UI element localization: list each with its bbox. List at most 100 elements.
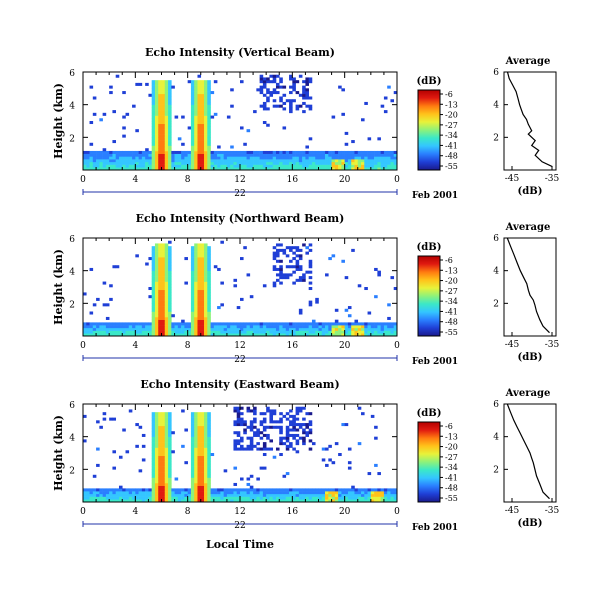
heatmap-cell [380,104,385,108]
heatmap-cell [308,107,313,111]
heatmap-cell [266,167,270,171]
heatmap-cell [364,330,368,334]
heatmap-cell [249,153,254,157]
heatmap-cell [361,496,365,500]
heatmap-cell [161,93,166,97]
heatmap-cell [266,330,270,334]
heatmap-cell [308,493,313,497]
heatmap-cell [190,442,195,446]
heatmap-cell [321,167,326,171]
heatmap-cell [272,91,277,95]
heatmap-cell [158,104,162,108]
heatmap-cell [295,153,300,157]
heatmap-cell [105,316,110,320]
heatmap-cell [370,493,375,497]
heatmap-cell [204,439,208,443]
colorbar-tick-label: -55 [445,328,458,337]
heatmap-cell [132,333,136,337]
heatmap-cell [164,254,169,258]
heatmap-cell [135,322,139,326]
heatmap-cell [262,322,267,326]
heatmap-cell [92,96,97,100]
heatmap-cell [89,330,94,334]
heatmap-cell [207,164,211,168]
colorbar [417,421,441,503]
heatmap-cell [243,322,247,326]
heatmap-cell [207,99,211,103]
heatmap-cell [285,273,290,277]
heatmap-cell [164,292,169,296]
heatmap-cell [236,488,241,492]
heatmap-eastward [82,403,398,503]
heatmap-cell [315,159,319,163]
heatmap-cell [213,153,218,157]
heatmap-cell [151,278,156,282]
heatmap-cell [207,308,211,312]
average-profile-eastward: 246-45 -35(dB) [493,400,559,529]
heatmap-cell [154,167,159,171]
heatmap-cell [151,300,156,304]
heatmap-cell [305,333,309,337]
heatmap-cell [207,284,211,288]
heatmap-cell [217,161,221,165]
heatmap-cell [275,488,280,492]
heatmap-cell [328,493,332,497]
heatmap-cell [164,107,169,111]
heatmap-cell [194,164,198,168]
heatmap-cell [194,316,198,320]
heatmap-cell [154,140,159,144]
heatmap-cell [305,499,309,503]
heatmap-cell [223,159,228,163]
heatmap-cell [272,491,277,495]
heatmap-cell [122,333,126,337]
heatmap-cell [207,254,211,258]
heatmap-cell [132,327,136,331]
heatmap-cell [269,91,274,95]
heatmap-cell [354,496,359,500]
heatmap-cell [246,447,251,451]
heatmap-cell [204,480,208,484]
heatmap-cell [295,499,300,503]
heatmap-cell [210,327,215,331]
heatmap-cell [190,101,195,105]
heatmap-cell [364,167,368,171]
heatmap-cell [351,153,355,157]
heatmap-cell [272,325,277,329]
heatmap-cell [204,306,208,310]
heatmap-cell [354,161,359,165]
heatmap-cell [194,273,198,277]
heatmap-cell [145,161,149,165]
heatmap-cell [161,123,166,127]
heatmap-cell [308,153,313,157]
heatmap-cell [204,428,208,432]
heatmap-cell [390,493,395,497]
heatmap-cell [194,118,198,122]
heatmap-cell [275,447,280,451]
heatmap-cell [344,330,349,334]
heatmap-cell [204,330,208,334]
heatmap-cell [164,461,169,465]
heatmap-cell [292,325,296,329]
heatmap-cell [282,493,287,497]
heatmap-cell [161,461,166,465]
heatmap-cell [387,325,391,329]
heatmap-cell [233,322,238,326]
heatmap-cell [151,453,156,457]
heatmap-cell [138,159,143,163]
heatmap-cell [259,436,264,440]
colorbar [417,89,441,171]
heatmap-cell [122,115,126,119]
heatmap-cell [374,267,378,271]
heatmap-cell [308,270,313,274]
heatmap-cell [282,474,287,478]
heatmap-cell [141,164,146,168]
heatmap-cell [154,485,159,489]
heatmap-cell [105,325,110,329]
heatmap-cell [151,488,156,492]
colorbar-tick-label: -20 [445,443,458,452]
heatmap-cell [302,273,306,277]
heatmap-cell [305,104,309,108]
heatmap-cell [141,333,146,337]
heatmap-cell [141,330,146,334]
heatmap-cell [292,153,296,157]
